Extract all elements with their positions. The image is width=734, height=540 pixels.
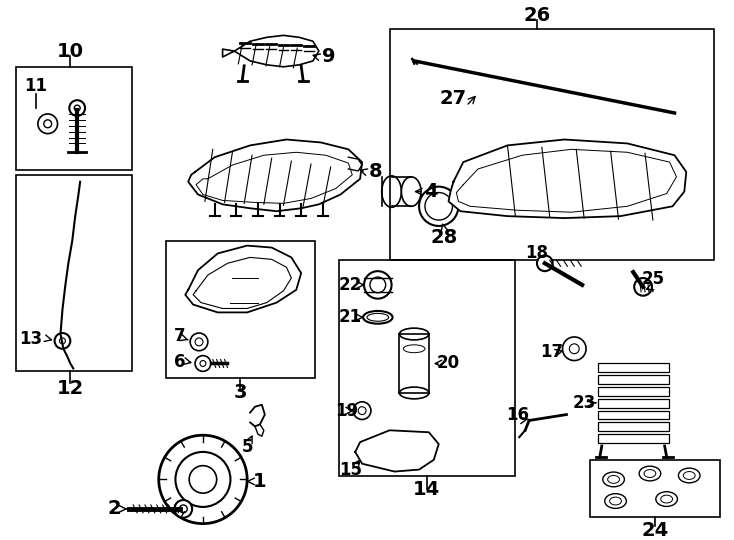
Ellipse shape: [639, 466, 661, 481]
Text: 24: 24: [642, 521, 669, 540]
Text: 22: 22: [338, 276, 362, 294]
Circle shape: [471, 172, 481, 182]
Polygon shape: [222, 35, 319, 67]
Text: 1: 1: [253, 472, 266, 491]
Text: 10: 10: [57, 42, 84, 60]
Bar: [598, 422, 669, 431]
Circle shape: [225, 270, 264, 309]
Circle shape: [200, 361, 206, 367]
Text: 21: 21: [338, 308, 362, 326]
Text: 25: 25: [642, 270, 664, 288]
Circle shape: [44, 120, 51, 128]
Text: 5: 5: [241, 438, 253, 456]
Polygon shape: [355, 430, 439, 471]
Bar: [16, 175, 132, 372]
Circle shape: [38, 114, 57, 133]
Circle shape: [425, 193, 452, 220]
Polygon shape: [188, 139, 362, 211]
Circle shape: [537, 255, 553, 271]
Bar: [338, 260, 515, 476]
Text: 7: 7: [173, 327, 185, 345]
Text: 3: 3: [233, 383, 247, 402]
Polygon shape: [448, 139, 686, 218]
Bar: [598, 375, 669, 384]
Circle shape: [634, 278, 652, 296]
Circle shape: [175, 500, 192, 518]
Ellipse shape: [683, 471, 695, 480]
Circle shape: [369, 449, 379, 459]
Circle shape: [390, 444, 410, 464]
Text: 28: 28: [430, 228, 457, 247]
Bar: [16, 67, 132, 170]
Ellipse shape: [655, 492, 677, 507]
Polygon shape: [185, 246, 301, 313]
Ellipse shape: [661, 495, 672, 503]
Circle shape: [69, 100, 85, 116]
Circle shape: [195, 338, 203, 346]
Circle shape: [175, 452, 230, 507]
Circle shape: [358, 407, 366, 415]
Text: 11: 11: [24, 77, 48, 96]
Circle shape: [570, 344, 579, 354]
Text: 14: 14: [413, 480, 440, 499]
Text: 27: 27: [440, 89, 467, 108]
Circle shape: [364, 271, 391, 299]
Ellipse shape: [382, 176, 401, 207]
Circle shape: [370, 277, 385, 293]
Text: 15: 15: [339, 461, 362, 478]
Text: 4: 4: [424, 182, 437, 201]
Text: 26: 26: [523, 6, 550, 25]
Text: 19: 19: [335, 402, 358, 420]
Bar: [390, 30, 713, 260]
Circle shape: [419, 187, 458, 226]
Text: 18: 18: [526, 245, 548, 262]
Text: 8: 8: [369, 163, 382, 181]
Circle shape: [562, 337, 586, 361]
Circle shape: [190, 333, 208, 350]
Ellipse shape: [399, 387, 429, 399]
Bar: [166, 241, 315, 378]
Text: 17: 17: [540, 343, 563, 361]
Text: 6: 6: [174, 353, 185, 370]
Text: 12: 12: [57, 379, 84, 397]
Circle shape: [179, 505, 187, 513]
Bar: [598, 363, 669, 373]
Circle shape: [485, 187, 501, 202]
Circle shape: [394, 449, 404, 459]
Bar: [598, 434, 669, 443]
Text: 20: 20: [437, 354, 460, 373]
Text: 16: 16: [506, 406, 528, 423]
Circle shape: [234, 280, 254, 300]
Ellipse shape: [404, 345, 425, 353]
Text: 2: 2: [108, 500, 121, 518]
Ellipse shape: [367, 313, 388, 321]
Circle shape: [189, 465, 217, 493]
Circle shape: [195, 356, 211, 372]
Circle shape: [59, 338, 65, 344]
Circle shape: [353, 402, 371, 420]
Text: 23: 23: [573, 394, 596, 412]
Circle shape: [159, 435, 247, 524]
Bar: [598, 399, 669, 408]
Ellipse shape: [678, 468, 700, 483]
Circle shape: [364, 444, 384, 464]
Circle shape: [54, 333, 70, 349]
Ellipse shape: [401, 177, 421, 206]
Bar: [590, 460, 719, 517]
Ellipse shape: [605, 494, 626, 508]
Ellipse shape: [644, 470, 655, 477]
Text: 13: 13: [20, 330, 43, 348]
Ellipse shape: [608, 476, 619, 483]
Ellipse shape: [399, 328, 429, 340]
Ellipse shape: [610, 497, 622, 505]
Bar: [598, 387, 669, 396]
Ellipse shape: [603, 472, 625, 487]
Circle shape: [74, 105, 80, 111]
Bar: [598, 410, 669, 420]
Ellipse shape: [363, 311, 393, 323]
Circle shape: [465, 165, 488, 188]
Text: 9: 9: [322, 48, 335, 66]
